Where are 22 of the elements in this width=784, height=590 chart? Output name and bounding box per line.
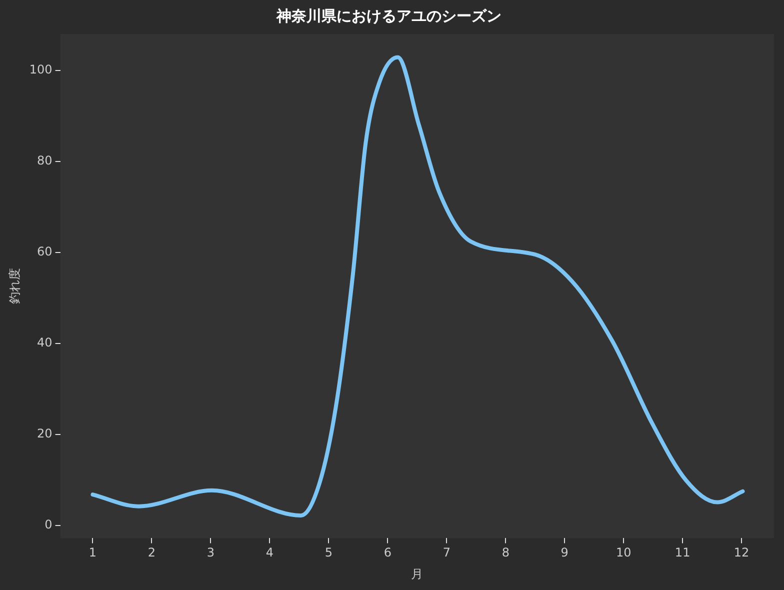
chart-title: 神奈川県におけるアユのシーズン [276, 6, 502, 25]
x-tick-label: 1 [88, 546, 97, 560]
x-tick-label: 12 [734, 546, 750, 560]
x-tick-label: 10 [616, 546, 632, 560]
y-tick-label: 20 [37, 426, 52, 441]
x-tick-label: 2 [148, 546, 156, 560]
x-tick-label: 3 [206, 546, 215, 560]
x-tick-label: 8 [502, 546, 510, 560]
x-tick-label: 4 [266, 546, 274, 560]
x-tick-label: 7 [442, 546, 450, 560]
x-tick-label: 5 [324, 546, 332, 560]
y-tick-label: 0 [44, 518, 52, 532]
line-series [90, 55, 745, 518]
y-tick-label: 80 [37, 154, 52, 168]
y-axis-title: 釣れ度 [7, 268, 22, 304]
x-tick-label: 9 [560, 546, 568, 560]
y-tick-label: 40 [37, 336, 52, 350]
y-tick-label: 60 [37, 244, 52, 259]
y-tick-label: 100 [29, 62, 52, 77]
x-tick-label: 11 [674, 546, 690, 560]
x-tick-label: 6 [384, 546, 392, 560]
x-axis-title: 月 [411, 566, 424, 581]
